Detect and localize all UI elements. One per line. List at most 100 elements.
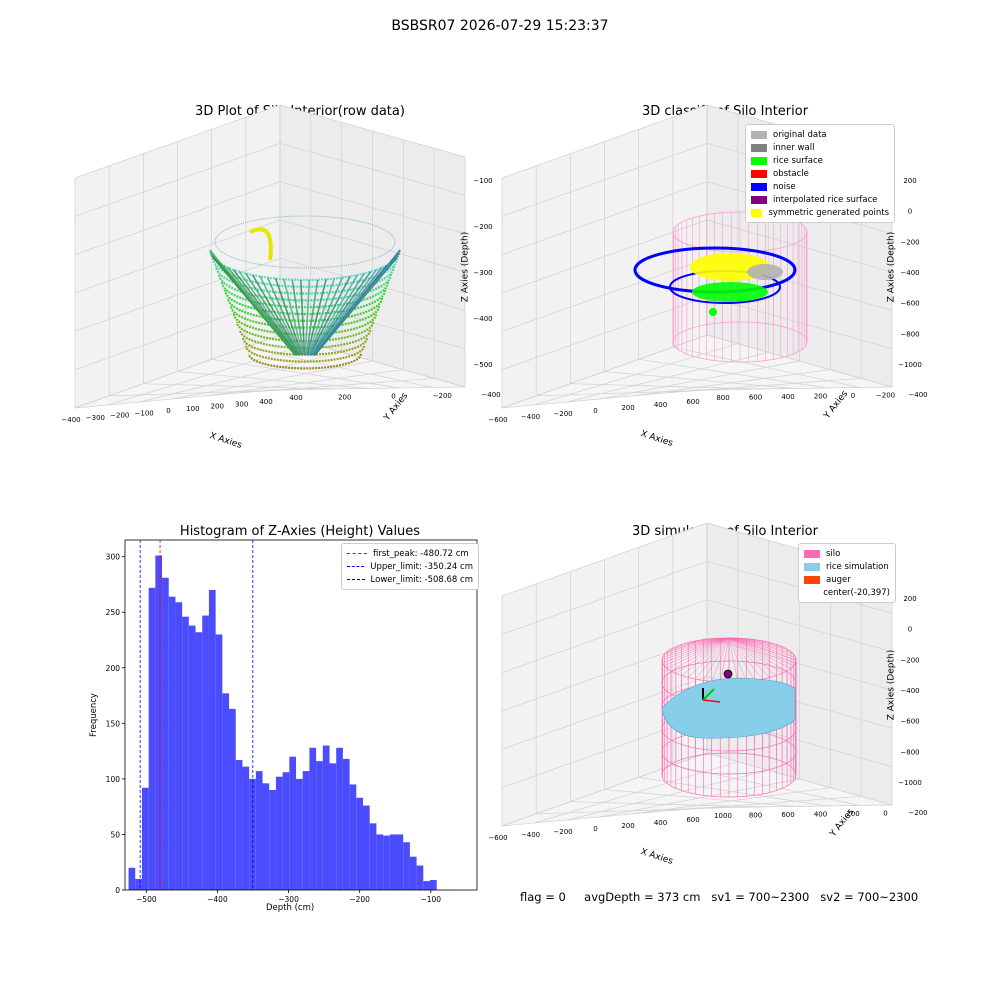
simulation-z-tick-label: −1000: [898, 779, 922, 787]
simulation-roof-wire: [728, 637, 755, 681]
histogram-bar: [168, 596, 176, 890]
simulation-roof-wire: [728, 637, 797, 661]
raw-scan-ray: [274, 278, 303, 356]
raw-z-tick-label: −100: [473, 177, 492, 185]
simulation-roof-wire: [681, 637, 730, 676]
histogram-legend: first_peak: -480.72 cm Upper_limit: -350.…: [341, 543, 479, 590]
histogram-bar: [369, 823, 377, 890]
raw-scan-ray: [309, 276, 351, 356]
classify-rice-surface: [692, 282, 768, 302]
legend-label: center(-20,397): [823, 587, 890, 598]
legend-label: Upper_limit: -350.24 cm: [370, 561, 473, 572]
classify-gridline: [501, 104, 708, 179]
simulation-roof-wire: [695, 637, 730, 680]
histogram-bar: [175, 602, 183, 890]
raw-x-tick-label: 0: [166, 407, 170, 415]
simulation-z-tick-label: −800: [900, 748, 919, 756]
classify-z-tick-label: −800: [900, 330, 919, 338]
legend-swatch: [751, 169, 767, 178]
raw-scan-ray: [291, 279, 305, 356]
simulation-pane: [502, 753, 892, 826]
histogram-bar: [202, 615, 209, 890]
legend-label: interpolated rice surface: [773, 194, 878, 205]
classify-y-tick-label: −200: [876, 392, 895, 400]
histogram-x-tick-label: −300: [278, 895, 299, 904]
simulation-y-tick-label: 400: [814, 811, 827, 819]
legend-label: original data: [773, 129, 827, 140]
raw-scan-ring: [214, 265, 396, 295]
legend-swatch: [804, 562, 820, 571]
classify-x-tick-label: 600: [686, 398, 699, 406]
raw-scan-ring: [235, 321, 375, 343]
classify-silo-ring: [672, 321, 808, 363]
legend-label: noise: [773, 181, 796, 192]
legend-label: obstacle: [773, 168, 809, 179]
classify-gridline: [706, 334, 893, 388]
raw-scan-ray: [312, 267, 383, 356]
histogram-bar: [376, 834, 384, 890]
classify-legend: original data inner wall rice surface obsta…: [745, 124, 895, 223]
simulation-x-tick-label: 200: [621, 822, 634, 830]
raw-scan-ring: [217, 273, 393, 302]
classify-legend-item: symmetric generated points: [751, 206, 889, 219]
histogram-bar: [342, 758, 350, 890]
histogram-legend-item: Lower_limit: -508.68 cm: [347, 573, 473, 586]
simulation-roof-wire: [728, 637, 794, 655]
histogram-bar: [235, 760, 243, 890]
histogram-bar: [188, 625, 196, 890]
classify-y-tick-label: 0: [851, 392, 855, 400]
classify-x-tick-label: −400: [521, 413, 540, 421]
histogram-bar: [275, 776, 283, 890]
simulation-roof-wire: [670, 637, 730, 650]
raw-scan-ray: [251, 274, 301, 356]
histogram-bar: [389, 834, 397, 890]
classify-legend-item: original data: [751, 128, 889, 141]
classify-gridline: [501, 143, 708, 217]
classify-z-tick-label: −600: [900, 300, 919, 308]
classify-pane: [502, 335, 892, 408]
classify-z-tick-label: 0: [908, 208, 912, 216]
histogram-bar: [302, 771, 310, 890]
raw-scan-ray: [309, 274, 359, 356]
histogram-bar: [363, 805, 370, 890]
raw-gridline: [245, 346, 433, 388]
simulation-legend-item: silo: [804, 547, 890, 560]
legend-label: rice surface: [773, 155, 823, 166]
classify-x-tick-label: 0: [593, 407, 597, 415]
histogram-bar: [208, 590, 216, 890]
classify-original-data: [747, 264, 783, 280]
histogram-bar: [309, 747, 317, 890]
raw-scan-ray: [238, 271, 299, 356]
simulation-y-tick-label: 1000: [714, 812, 732, 820]
simulation-y-tick-label: 200: [846, 810, 859, 818]
simulation-rice-surface: [661, 677, 796, 739]
histogram-bar: [396, 834, 404, 890]
status-sv1: sv1 = 700~2300: [711, 890, 810, 904]
raw-gridline: [269, 386, 466, 391]
histogram-bar: [242, 766, 250, 890]
legend-label: auger: [826, 574, 851, 585]
simulation-x-tick-label: −600: [488, 834, 507, 842]
histogram-bar: [222, 693, 230, 890]
histogram-x-axis-label: Depth (cm): [266, 903, 315, 913]
histogram-bar: [262, 783, 270, 890]
classify-z-tick-label: −400: [900, 269, 919, 277]
raw-scan-ring: [226, 297, 384, 322]
legend-swatch: [751, 208, 763, 217]
legend-label: silo: [826, 548, 841, 559]
classify-y-tick-label: −400: [908, 391, 927, 399]
histogram-bar: [322, 745, 330, 890]
classify-rice-point: [709, 308, 717, 316]
histogram-bar: [329, 763, 337, 890]
simulation-roof-wire: [728, 637, 738, 682]
raw-z-tick-label: −300: [473, 269, 492, 277]
legend-line-swatch: [347, 553, 367, 554]
classify-z-tick-label: −200: [900, 238, 919, 246]
raw-scan-ray: [266, 277, 302, 356]
histogram-y-tick-label: 50: [110, 830, 120, 839]
histogram-y-tick-label: 0: [115, 886, 120, 895]
simulation-auger-axis: [702, 688, 715, 701]
simulation-z-tick-label: −200: [900, 656, 919, 664]
histogram-y-tick-label: 250: [106, 608, 121, 617]
raw-scan-ray: [299, 279, 306, 356]
